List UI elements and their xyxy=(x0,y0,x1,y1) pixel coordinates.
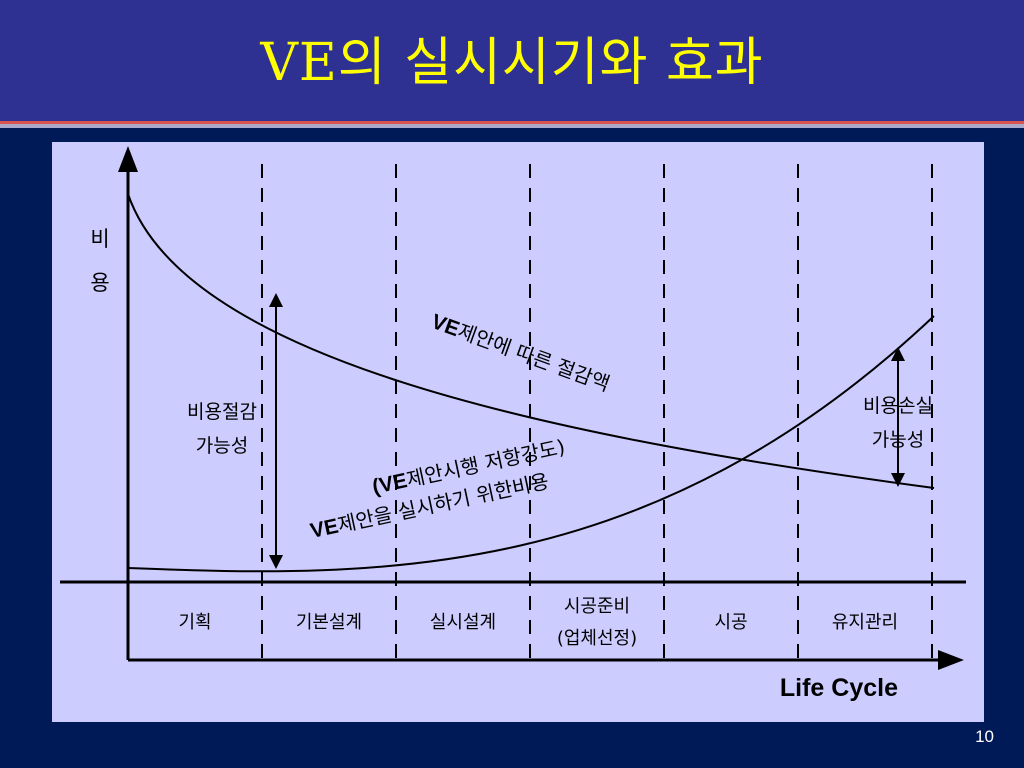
phase-label-construction: 시공 xyxy=(714,612,747,633)
savings-curve xyxy=(127,193,935,489)
title-divider-light xyxy=(0,124,1024,128)
phase-label-construction-prep-line2: (업체선정) xyxy=(557,628,637,649)
x-axis-label: Life Cycle xyxy=(780,674,898,702)
savings-potential-line2: 가능성 xyxy=(196,435,248,457)
phase-label-planning: 기획 xyxy=(178,612,211,633)
cost-curve xyxy=(127,315,935,573)
diagram-panel xyxy=(52,142,984,722)
x-axis-arrowhead xyxy=(938,650,964,670)
ve-timing-diagram: 비 용 비용절감 가능성 비용손실 가능성 VE제안에 따른 절감액 (VE제안… xyxy=(60,146,966,702)
savings-potential-line1: 비용절감 xyxy=(187,401,257,423)
phase-label-construction-prep: 시공준비 xyxy=(564,596,630,617)
phase-label-detailed-design: 실시설계 xyxy=(430,612,496,633)
phase-dividers xyxy=(261,164,933,662)
y-axis-label-line2: 용 xyxy=(90,271,109,295)
phase-label-basic-design: 기본설계 xyxy=(296,612,362,633)
slide-title: VE의 실시시기와 효과 xyxy=(260,33,764,93)
loss-potential-line1: 비용손실 xyxy=(863,395,933,417)
savings-curve-label: VE제안에 따른 절감액 xyxy=(428,309,613,396)
y-axis-label-line1: 비 xyxy=(90,227,109,251)
title-bar xyxy=(0,0,1024,121)
page-number: 10 xyxy=(975,727,994,746)
title-divider-red xyxy=(0,121,1024,124)
phase-label-maintenance: 유지관리 xyxy=(832,612,898,633)
y-axis-arrowhead xyxy=(118,146,138,172)
loss-potential-line2: 가능성 xyxy=(872,429,924,451)
